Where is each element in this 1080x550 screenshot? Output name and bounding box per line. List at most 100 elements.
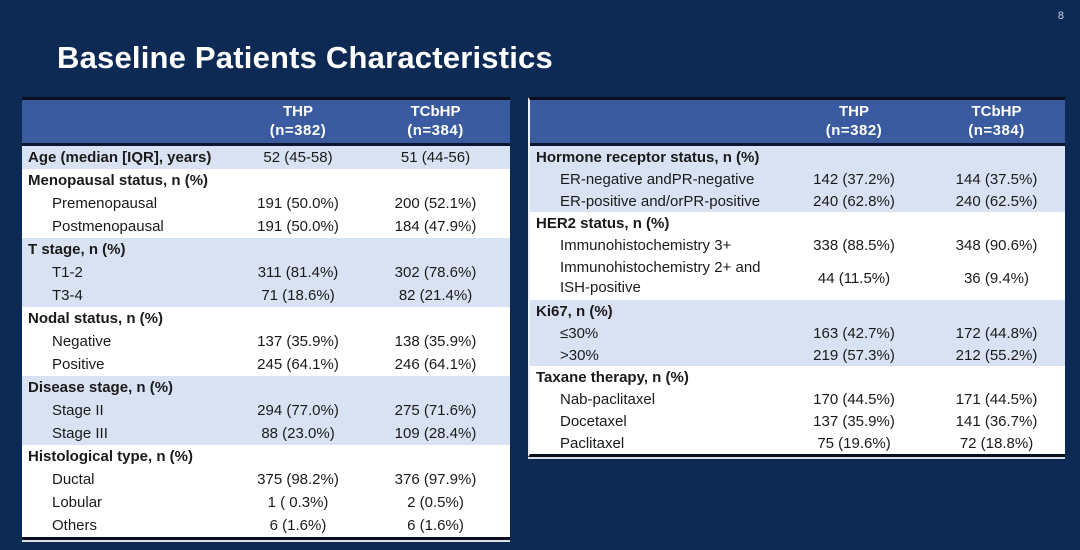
row-label: Premenopausal — [52, 195, 158, 212]
row-label: Docetaxel — [560, 412, 627, 430]
table-body: Hormone receptor status, n (%) ER-negati… — [530, 146, 1065, 454]
row-label: Lobular — [52, 494, 103, 511]
row-label: ≤30% — [560, 324, 599, 342]
tcbhp-value: 172 (44.8%) — [955, 324, 1038, 342]
table-row: Age (median [IQR], years) 52 (45-58) 51 … — [22, 146, 510, 169]
tcbhp-value: 246 (64.1%) — [394, 356, 477, 373]
thp-value: 137 (35.9%) — [813, 412, 895, 430]
row-label: Nab-paclitaxel — [560, 390, 656, 408]
table-row: Disease stage, n (%) — [22, 376, 510, 399]
row-label: Menopausal status, n (%) — [28, 172, 209, 189]
tcbhp-value: 212 (55.2%) — [955, 346, 1038, 364]
table-row: T3-4 71 (18.6%) 82 (21.4%) — [22, 284, 510, 307]
thp-value: 6 (1.6%) — [269, 517, 327, 534]
table-row: >30% 219 (57.3%) 212 (55.2%) — [530, 344, 1065, 366]
table-row: ER-negative andPR-negative 142 (37.2%) 1… — [530, 168, 1065, 190]
thp-value: 163 (42.7%) — [813, 324, 895, 342]
tcbhp-value: 51 (44-56) — [400, 149, 471, 166]
header-thp-label: THP — [283, 102, 313, 120]
table-row: Nab-paclitaxel 170 (44.5%) 171 (44.5%) — [530, 388, 1065, 410]
thp-value: 338 (88.5%) — [813, 236, 895, 254]
table-row: Docetaxel 137 (35.9%) 141 (36.7%) — [530, 410, 1065, 432]
table-row: Hormone receptor status, n (%) — [530, 146, 1065, 168]
row-label: Histological type, n (%) — [28, 448, 194, 465]
table-row: Nodal status, n (%) — [22, 307, 510, 330]
thp-value: 245 (64.1%) — [257, 356, 339, 373]
thp-value: 71 (18.6%) — [261, 287, 335, 304]
row-label: Others — [52, 517, 98, 534]
table-row: Lobular 1 ( 0.3%) 2 (0.5%) — [22, 491, 510, 514]
tcbhp-value: 141 (36.7%) — [955, 412, 1038, 430]
thp-value: 294 (77.0%) — [257, 402, 339, 419]
table-row: Ductal 375 (98.2%) 376 (97.9%) — [22, 468, 510, 491]
header-thp-label: THP — [839, 102, 869, 120]
row-label: Negative — [52, 333, 112, 350]
tcbhp-value: 109 (28.4%) — [394, 425, 477, 442]
row-label: T stage, n (%) — [28, 241, 126, 258]
tcbhp-value: 82 (21.4%) — [398, 287, 473, 304]
table-row: Immunohistochemistry 3+ 338 (88.5%) 348 … — [530, 234, 1065, 256]
row-label: Nodal status, n (%) — [28, 310, 164, 327]
table-row: ER-positive and/orPR-positive 240 (62.8%… — [530, 190, 1065, 212]
thp-value: 52 (45-58) — [263, 149, 333, 166]
table-row: Premenopausal 191 (50.0%) 200 (52.1%) — [22, 192, 510, 215]
header-col-thp: THP (n=382) — [235, 103, 361, 141]
header-tcbhp-label: TCbHP — [410, 102, 461, 120]
table-row: Stage II 294 (77.0%) 275 (71.6%) — [22, 399, 510, 422]
row-label: Taxane therapy, n (%) — [536, 368, 689, 386]
thp-value: 75 (19.6%) — [817, 434, 891, 452]
baseline-table-left: THP (n=382) TCbHP (n=384) Age (median [I… — [22, 97, 510, 540]
row-label: Hormone receptor status, n (%) — [536, 148, 760, 166]
page-number: 8 — [1057, 10, 1064, 22]
tcbhp-value: 240 (62.5%) — [955, 192, 1038, 210]
header-col-tcbhp: TCbHP (n=384) — [928, 103, 1065, 141]
tcbhp-value: 6 (1.6%) — [407, 517, 464, 534]
row-label: T3-4 — [52, 287, 83, 304]
tcbhp-value: 348 (90.6%) — [955, 236, 1038, 254]
table-header: THP (n=382) TCbHP (n=384) — [530, 100, 1065, 146]
table-row: Immunohistochemistry 2+ and ISH-positive… — [530, 256, 1065, 300]
table-row: Postmenopausal 191 (50.0%) 184 (47.9%) — [22, 215, 510, 238]
header-tcbhp-n: (n=384) — [968, 121, 1025, 139]
table-row: Histological type, n (%) — [22, 445, 510, 468]
row-label: Stage II — [52, 402, 104, 419]
thp-value: 240 (62.8%) — [813, 192, 895, 210]
tcbhp-value: 376 (97.9%) — [394, 471, 477, 488]
table-row: ≤30% 163 (42.7%) 172 (44.8%) — [530, 322, 1065, 344]
table-body: Age (median [IQR], years) 52 (45-58) 51 … — [22, 146, 510, 537]
row-label: Ductal — [52, 471, 95, 488]
table-row: Positive 245 (64.1%) 246 (64.1%) — [22, 353, 510, 376]
tcbhp-value: 2 (0.5%) — [407, 494, 464, 511]
header-tcbhp-n: (n=384) — [407, 121, 464, 139]
row-label: Positive — [52, 356, 105, 373]
table-header: THP (n=382) TCbHP (n=384) — [22, 100, 510, 146]
row-label: Stage III — [52, 425, 108, 442]
tcbhp-value: 200 (52.1%) — [394, 195, 477, 212]
thp-value: 191 (50.0%) — [257, 218, 339, 235]
tcbhp-value: 144 (37.5%) — [955, 170, 1038, 188]
row-label: Immunohistochemistry 2+ and ISH-positive — [560, 258, 761, 296]
row-label: ER-negative andPR-negative — [560, 170, 755, 188]
thp-value: 88 (23.0%) — [261, 425, 335, 442]
table-row: Negative 137 (35.9%) 138 (35.9%) — [22, 330, 510, 353]
thp-value: 311 (81.4%) — [257, 264, 339, 281]
row-label: ER-positive and/orPR-positive — [560, 192, 761, 210]
table-row: Ki67, n (%) — [530, 300, 1065, 322]
thp-value: 170 (44.5%) — [813, 390, 895, 408]
row-label: Postmenopausal — [52, 218, 164, 235]
thp-value: 375 (98.2%) — [257, 471, 339, 488]
thp-value: 44 (11.5%) — [817, 269, 891, 287]
thp-value: 142 (37.2%) — [813, 170, 895, 188]
row-label: HER2 status, n (%) — [536, 214, 670, 232]
row-label: Age (median [IQR], years) — [28, 149, 212, 166]
table-row: T stage, n (%) — [22, 238, 510, 261]
page-title: Baseline Patients Characteristics — [57, 40, 553, 75]
row-label: Ki67, n (%) — [536, 302, 613, 320]
tcbhp-value: 302 (78.6%) — [394, 264, 477, 281]
table-row: HER2 status, n (%) — [530, 212, 1065, 234]
thp-value: 1 ( 0.3%) — [267, 494, 329, 511]
tcbhp-value: 184 (47.9%) — [394, 218, 477, 235]
tcbhp-value: 138 (35.9%) — [394, 333, 477, 350]
table-row: Menopausal status, n (%) — [22, 169, 510, 192]
row-label: Disease stage, n (%) — [28, 379, 174, 396]
